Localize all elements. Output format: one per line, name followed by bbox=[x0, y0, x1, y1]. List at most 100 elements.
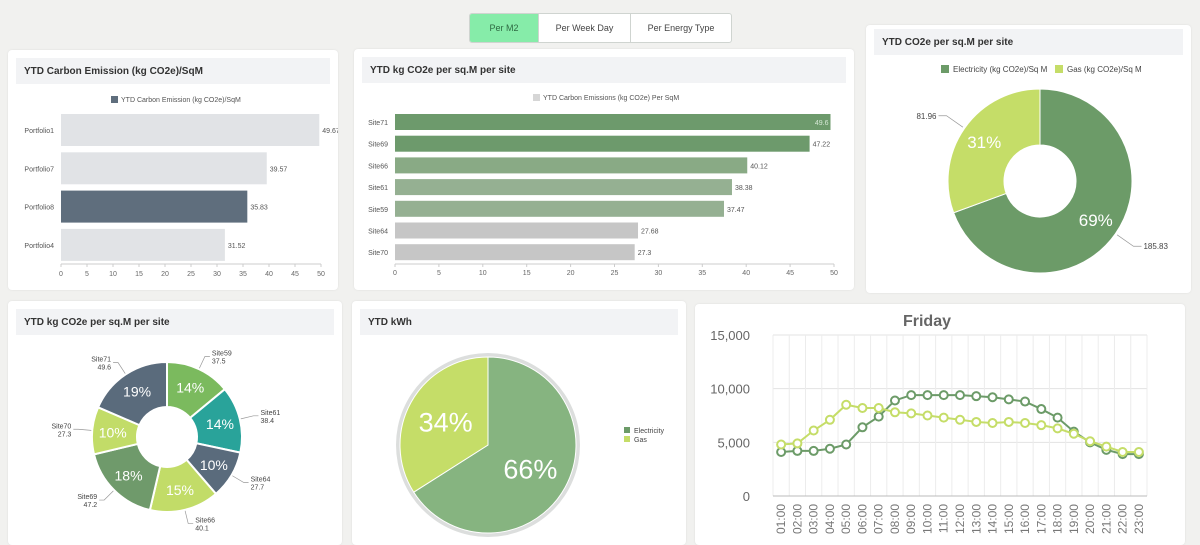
x-tick-label: 19:00 bbox=[1067, 504, 1081, 534]
x-tick-label: 5 bbox=[85, 271, 89, 278]
pie-slice bbox=[399, 356, 489, 493]
series-point bbox=[1020, 396, 1031, 407]
x-tick-label: 25 bbox=[187, 271, 195, 278]
donut-slice bbox=[953, 88, 1133, 274]
slice-name-label: Site64 bbox=[251, 476, 271, 483]
series-point bbox=[955, 390, 965, 401]
x-tick-label: 35 bbox=[698, 270, 706, 277]
site-bar-chart: YTD Carbon Emissions (kg CO2e) Per SqM Si… bbox=[368, 94, 838, 277]
x-tick-label: 03:00 bbox=[807, 504, 821, 534]
series-point bbox=[841, 399, 852, 410]
legend-swatch-electricity bbox=[941, 65, 949, 73]
legend-swatch-gas bbox=[1055, 65, 1063, 73]
slice-name-label: Site69 bbox=[77, 494, 97, 501]
data-label: 35.83 bbox=[250, 205, 268, 212]
category-label: Portfolio4 bbox=[24, 243, 54, 250]
legend-label: YTD Carbon Emission (kg CO2e)/SqM bbox=[121, 97, 241, 104]
slice-value-label: 185.83 bbox=[1143, 242, 1168, 251]
series-point bbox=[906, 408, 917, 419]
chart-title: Friday bbox=[903, 313, 951, 330]
series-point bbox=[971, 391, 982, 402]
tab-per-energy-type[interactable]: Per Energy Type bbox=[647, 23, 715, 33]
leader-line bbox=[240, 415, 259, 420]
bar bbox=[395, 244, 635, 261]
value-leader-line bbox=[1116, 234, 1142, 247]
slice-percent-label: 14% bbox=[206, 416, 234, 432]
series-point bbox=[955, 414, 965, 425]
tab-per-m2[interactable]: Per M2 bbox=[470, 14, 539, 42]
slice-percent-label: 66% bbox=[503, 454, 557, 484]
slice-name-label: Site71 bbox=[91, 357, 111, 364]
x-tick-label: 07:00 bbox=[872, 504, 886, 534]
donut-slice bbox=[947, 88, 1041, 214]
slice-value-label: 27.3 bbox=[58, 431, 72, 438]
x-tick-label: 30 bbox=[655, 270, 663, 277]
series-point bbox=[776, 439, 787, 450]
slice-name-label: Site66 bbox=[195, 517, 215, 524]
y-tick-label: 15,000 bbox=[710, 328, 750, 343]
bar bbox=[61, 190, 248, 223]
x-tick-label: 0 bbox=[59, 271, 63, 278]
x-tick-label: 16:00 bbox=[1018, 504, 1032, 534]
legend-label: Electricity bbox=[634, 428, 664, 435]
legend-label: Gas bbox=[634, 437, 647, 444]
series-point bbox=[1003, 394, 1014, 405]
series-point bbox=[906, 390, 917, 401]
legend-swatch bbox=[624, 427, 630, 433]
series-point bbox=[857, 422, 868, 433]
kwh-pie-chart: 66% 34% Electricity Gas bbox=[396, 353, 664, 537]
leader-line bbox=[73, 428, 92, 431]
category-label: Site64 bbox=[368, 229, 388, 236]
series-point bbox=[922, 410, 933, 421]
category-label: Site70 bbox=[368, 250, 388, 257]
x-tick-label: 02:00 bbox=[790, 504, 804, 534]
leader-line bbox=[199, 356, 210, 369]
x-tick-label: 15:00 bbox=[1002, 504, 1016, 534]
legend-swatch bbox=[533, 94, 540, 101]
bar bbox=[395, 157, 748, 174]
tab-per-week-day[interactable]: Per Week Day bbox=[539, 14, 631, 42]
slice-percent-label: 10% bbox=[99, 424, 127, 440]
legend-swatch bbox=[624, 436, 630, 442]
series-point bbox=[808, 445, 819, 456]
x-tick-label: 45 bbox=[786, 270, 794, 277]
x-tick-label: 10 bbox=[109, 271, 117, 278]
data-label: 37.47 bbox=[727, 207, 745, 214]
slice-name-label: Site59 bbox=[212, 350, 232, 357]
series-point bbox=[1003, 416, 1014, 427]
x-tick-label: 45 bbox=[291, 271, 299, 278]
slice-percent-label: 14% bbox=[176, 380, 204, 396]
series-point bbox=[1036, 420, 1047, 431]
series-point bbox=[857, 402, 868, 413]
category-label: Site59 bbox=[368, 207, 388, 214]
category-label: Site61 bbox=[368, 185, 388, 192]
series-point bbox=[824, 414, 835, 425]
x-tick-label: 0 bbox=[393, 270, 397, 277]
slice-value-label: 40.1 bbox=[195, 525, 209, 532]
series-point bbox=[1101, 441, 1112, 452]
x-tick-label: 15 bbox=[523, 270, 531, 277]
slice-value-label: 49.6 bbox=[97, 365, 111, 372]
series-point bbox=[1020, 418, 1031, 429]
y-tick-label: 5,000 bbox=[717, 435, 750, 450]
slice-percent-label: 69% bbox=[1079, 211, 1113, 230]
x-tick-label: 20 bbox=[567, 270, 575, 277]
x-tick-label: 12:00 bbox=[953, 504, 967, 534]
data-label: 49.67 bbox=[322, 128, 338, 135]
series-point bbox=[1036, 404, 1047, 415]
leader-line bbox=[113, 362, 126, 374]
friday-line-card: Friday 0 5,000 10,000 15,000 01:00 02:00 03:00 0… bbox=[695, 304, 1185, 545]
x-tick-label: 5 bbox=[437, 270, 441, 277]
x-tick-label: 35 bbox=[239, 271, 247, 278]
x-tick-label: 22:00 bbox=[1116, 504, 1130, 534]
series-point bbox=[808, 425, 819, 436]
bar bbox=[61, 152, 267, 185]
x-tick-label: 15 bbox=[135, 271, 143, 278]
slice-percent-label: 31% bbox=[967, 133, 1001, 152]
slice-percent-label: 15% bbox=[166, 482, 194, 498]
leader-line bbox=[99, 490, 114, 501]
series-point bbox=[987, 418, 998, 429]
category-label: Portfolio8 bbox=[24, 205, 54, 212]
value-leader-line bbox=[938, 115, 964, 128]
